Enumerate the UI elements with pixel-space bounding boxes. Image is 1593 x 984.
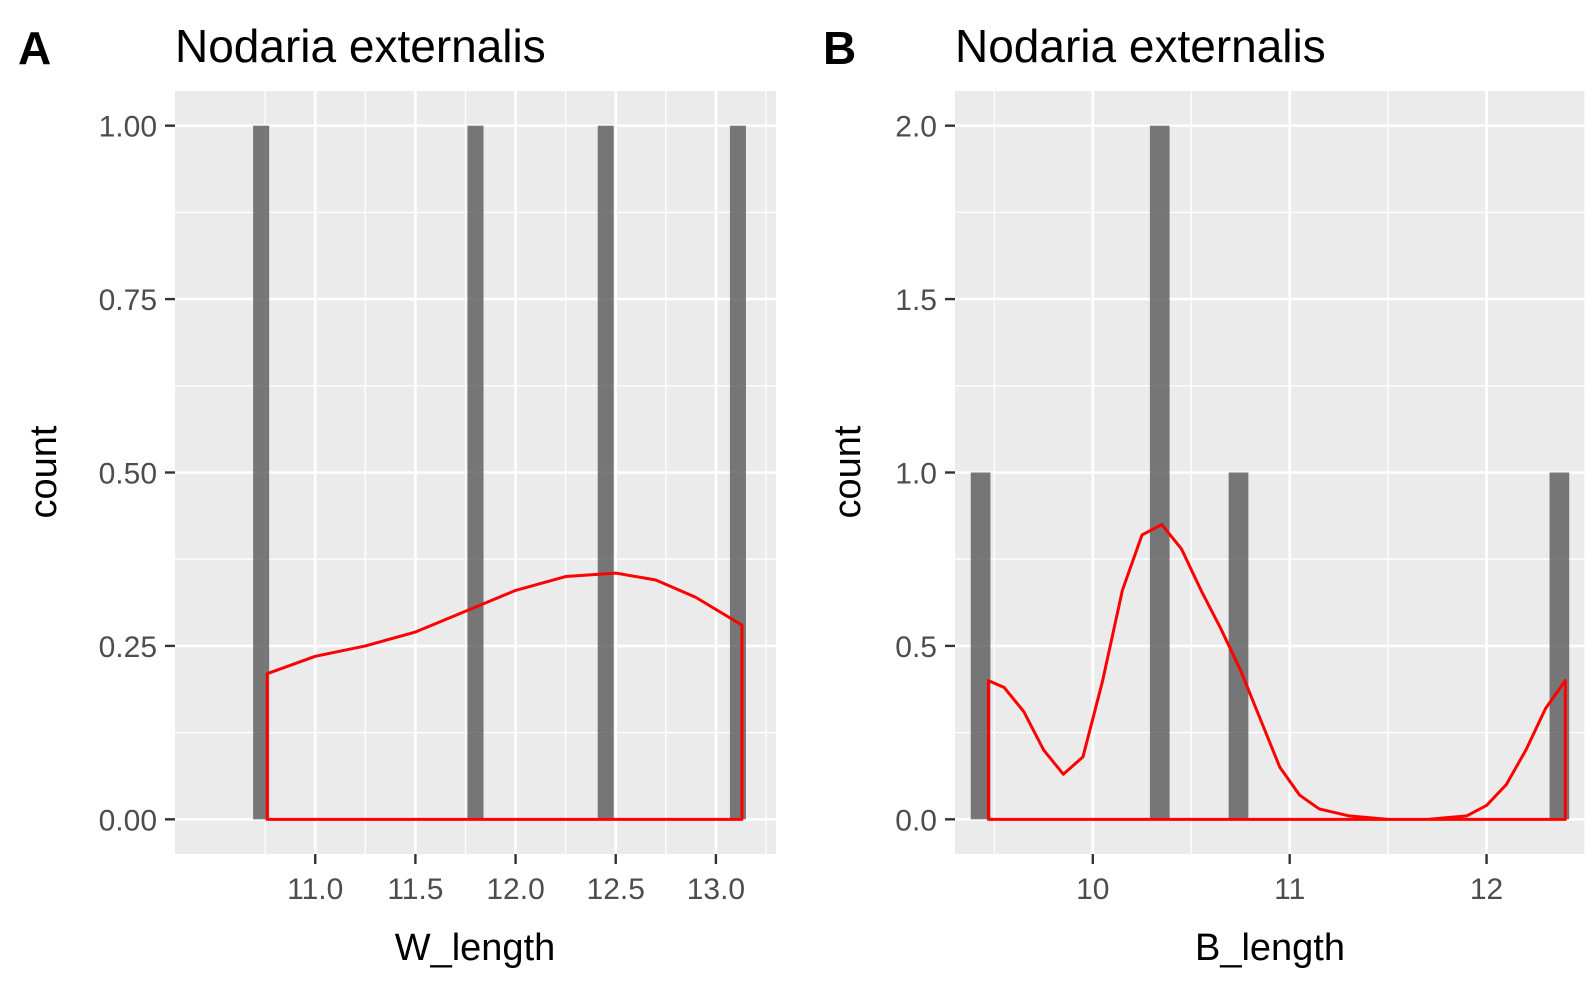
- panel-b-y-tick-label: 1.0: [895, 458, 937, 491]
- panel-a-title: Nodaria externalis: [175, 20, 546, 72]
- panel-b-x-tick-label: 12: [1470, 873, 1503, 906]
- panel-b-y-tick-label: 0.0: [895, 804, 937, 837]
- panel-b-axis-ticks: 0.0 0.5 1.0 1.5 2.0 10 11 12: [895, 111, 1503, 906]
- panel-a-x-tick-label: 12.5: [587, 873, 645, 906]
- panel-a: A Nodaria externalis 0.00 0.25 0.50 0.75 1.0…: [18, 20, 776, 969]
- panel-a-y-tick-label: 0.50: [99, 458, 157, 491]
- panel-a-x-tick-label: 11.0: [287, 873, 343, 906]
- panel-b-x-axis-title: B_length: [1195, 927, 1345, 969]
- panel-b-histogram-bar: [970, 472, 991, 820]
- panel-b-density-curve: [986, 523, 1567, 821]
- panel-a-histogram-bar: [253, 125, 270, 820]
- panel-a-y-tick-label: 0.25: [99, 631, 157, 664]
- panel-a-tag: A: [18, 22, 51, 74]
- panel-a-x-tick-label: 12.0: [486, 873, 544, 906]
- panel-b-gridlines: [955, 91, 1586, 854]
- panel-a-y-axis-title: count: [23, 425, 65, 518]
- panel-a-histogram-bar: [467, 125, 484, 820]
- panel-b: B Nodaria externalis 0.0 0.5 1.0 1.5 2.0 10 11…: [823, 20, 1586, 969]
- panel-b-x-tick-label: 11: [1274, 873, 1305, 906]
- panel-b-x-tick-label: 10: [1076, 873, 1109, 906]
- panel-a-histogram-bar: [597, 125, 614, 820]
- panel-a-axis-ticks: 0.00 0.25 0.50 0.75 1.00 11.0 11.5 12.0 12.5 13.0: [99, 111, 745, 906]
- panel-a-histogram-bar: [729, 125, 746, 820]
- panel-b-histogram-bar: [1228, 472, 1249, 820]
- panel-b-tag: B: [823, 22, 856, 74]
- panel-a-y-tick-label: 1.00: [99, 111, 157, 144]
- panel-a-x-axis-title: W_length: [395, 927, 556, 969]
- panel-b-y-axis-title: count: [827, 425, 869, 518]
- panel-b-y-tick-label: 1.5: [895, 284, 937, 317]
- panel-b-y-tick-label: 0.5: [895, 631, 937, 664]
- panel-a-x-tick-label: 13.0: [687, 873, 745, 906]
- panel-b-histogram-bar: [1149, 125, 1170, 820]
- panel-a-x-tick-label: 11.5: [387, 873, 443, 906]
- panel-b-y-tick-label: 2.0: [895, 111, 937, 144]
- panel-a-y-tick-label: 0.75: [99, 284, 157, 317]
- panel-b-title: Nodaria externalis: [955, 20, 1326, 72]
- panel-a-y-tick-label: 0.00: [99, 804, 157, 837]
- panel-a-density-curve: [265, 571, 744, 821]
